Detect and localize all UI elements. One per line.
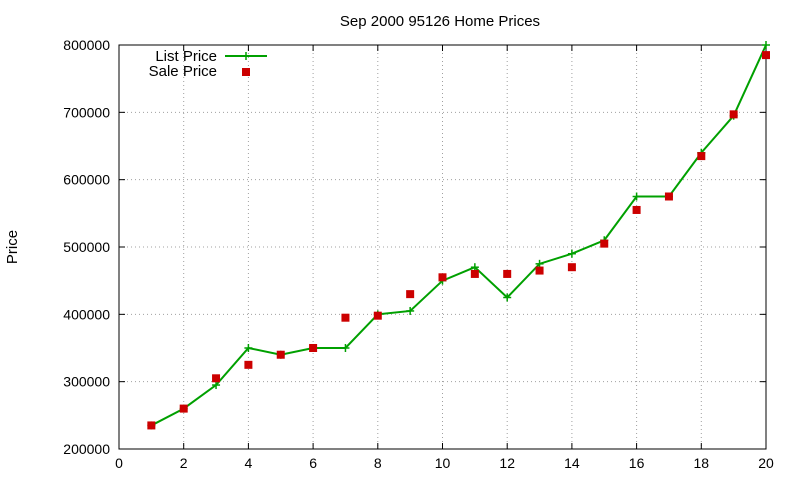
sale-price-point xyxy=(212,374,221,383)
sale-price-point xyxy=(244,360,253,369)
sale-price-point xyxy=(470,269,479,278)
sale-price-point xyxy=(309,344,318,352)
legend-label-list-price: List Price xyxy=(155,48,217,65)
legend-label-sale-price: Sale Price xyxy=(149,63,217,80)
x-tick-label: 0 xyxy=(115,455,123,471)
y-tick-label: 800000 xyxy=(63,37,110,53)
y-tick-label: 400000 xyxy=(63,306,110,322)
x-tick-label: 20 xyxy=(758,455,774,471)
legend-swatch-sale-price xyxy=(242,68,250,76)
list-price-point xyxy=(762,41,770,49)
x-tick-label: 14 xyxy=(564,455,580,471)
sale-price-point xyxy=(341,313,350,322)
plot-frame xyxy=(118,44,767,450)
sale-price-point xyxy=(697,152,706,161)
list-price-line xyxy=(150,44,767,427)
sale-price-point xyxy=(147,421,156,430)
sale-price-point xyxy=(664,192,673,201)
sale-price-point xyxy=(632,205,641,214)
list-price-point xyxy=(341,344,350,352)
sale-price-point xyxy=(406,290,415,299)
y-tick-label: 300000 xyxy=(63,374,110,390)
sale-price-point xyxy=(567,263,576,272)
x-tick-label: 12 xyxy=(499,455,515,471)
list-price-point xyxy=(503,293,512,302)
list-price-point xyxy=(244,344,253,352)
chart-title: Sep 2000 95126 Home Prices xyxy=(340,13,540,30)
x-tick-label: 8 xyxy=(374,455,382,471)
list-price-point xyxy=(406,306,415,315)
list-price-point xyxy=(567,249,576,258)
x-tick-label: 18 xyxy=(694,455,710,471)
sale-price-point xyxy=(438,273,447,282)
legend: List Price Sale Price xyxy=(149,48,267,80)
x-tick-label: 6 xyxy=(309,455,317,471)
list-price-point xyxy=(535,259,544,268)
x-tick-label: 16 xyxy=(629,455,645,471)
x-tick-label: 10 xyxy=(435,455,451,471)
sale-price-point xyxy=(503,269,512,278)
sale-price-point xyxy=(729,110,738,119)
list-price-point xyxy=(470,263,479,272)
list-price-point xyxy=(632,192,641,201)
list-price-point xyxy=(212,381,221,390)
sale-price-point xyxy=(373,311,382,320)
sale-price-point xyxy=(179,404,188,413)
sale-price-point xyxy=(762,51,770,60)
y-tick-label: 600000 xyxy=(63,172,110,188)
x-tick-label: 2 xyxy=(180,455,188,471)
sale-price-point xyxy=(276,350,285,359)
x-tick-label: 4 xyxy=(245,455,253,471)
grid xyxy=(119,45,766,449)
y-tick-label: 500000 xyxy=(63,239,110,255)
sale-price-point xyxy=(600,239,609,248)
y-tick-label: 200000 xyxy=(63,441,110,457)
series-layer xyxy=(147,41,770,430)
legend-swatch-list-price xyxy=(225,52,267,60)
axis-ticks: 0 2 4 6 8 10 12 14 16 18 20 200000 300000 400000 50000… xyxy=(63,37,774,471)
y-tick-label: 700000 xyxy=(63,104,110,120)
y-axis-label: Price xyxy=(4,230,21,264)
sale-price-point xyxy=(535,266,544,275)
